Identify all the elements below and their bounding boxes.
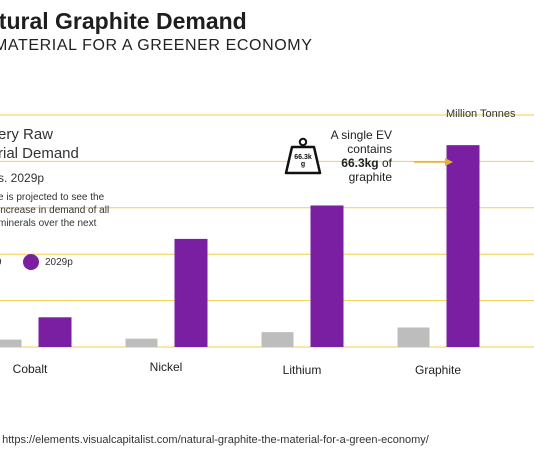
legend-title-line2: rial Demand <box>0 145 79 162</box>
weight-icon-text-2: g <box>300 161 306 168</box>
bar-graphite-2022 <box>397 327 430 347</box>
category-label-graphite: Graphite <box>415 363 461 377</box>
weight-icon-text-1: 66.3k <box>294 154 312 161</box>
bars <box>0 145 480 347</box>
callout-amount: 66.3kg <box>341 156 379 170</box>
bar-lithium-2022 <box>261 332 294 347</box>
legend-title-line1: ery Raw <box>0 126 54 143</box>
callout-of: of <box>381 156 392 170</box>
bar-nickel-2029p <box>174 238 208 347</box>
callout-line1: A single EV <box>330 128 392 142</box>
category-label-cobalt: Cobalt <box>13 362 48 376</box>
legend-2022-label: 9 <box>0 257 2 268</box>
category-label-nickel: Nickel <box>150 360 183 374</box>
legend-note-line1: e is projected to see the <box>0 192 105 203</box>
category-label-lithium: Lithium <box>283 363 322 377</box>
bar-graphite-2029p <box>446 145 480 347</box>
bar-cobalt-2029p <box>38 317 72 347</box>
chart-title: atural Graphite Demand <box>0 8 247 34</box>
bar-lithium-2029p <box>310 205 344 347</box>
legend-note-line3: minerals over the next <box>0 218 97 229</box>
legend-2029-swatch <box>23 254 39 270</box>
bar-nickel-2022 <box>125 338 158 347</box>
callout-line2: contains <box>347 142 392 156</box>
chart-subtitle: MATERIAL FOR A GREENER ECONOMY <box>0 37 313 54</box>
legend-subtitle: s. 2029p <box>0 171 45 185</box>
bar-cobalt-2022 <box>0 339 22 347</box>
category-labels: Cobalt Nickel Lithium Graphite <box>13 360 462 377</box>
legend-2029-label: 2029p <box>45 257 73 268</box>
source-link[interactable]: : https://elements.visualcapitalist.com/… <box>0 434 429 446</box>
y-axis-unit-label: Million Tonnes <box>446 108 516 120</box>
weight-icon: 66.3k g <box>283 137 323 177</box>
callout-arrow <box>414 158 453 166</box>
callout-text: A single EV contains 66.3kg of graphite <box>318 128 392 184</box>
callout-line4: graphite <box>348 170 392 184</box>
legend-note-line2: increase in demand of all <box>0 205 110 216</box>
